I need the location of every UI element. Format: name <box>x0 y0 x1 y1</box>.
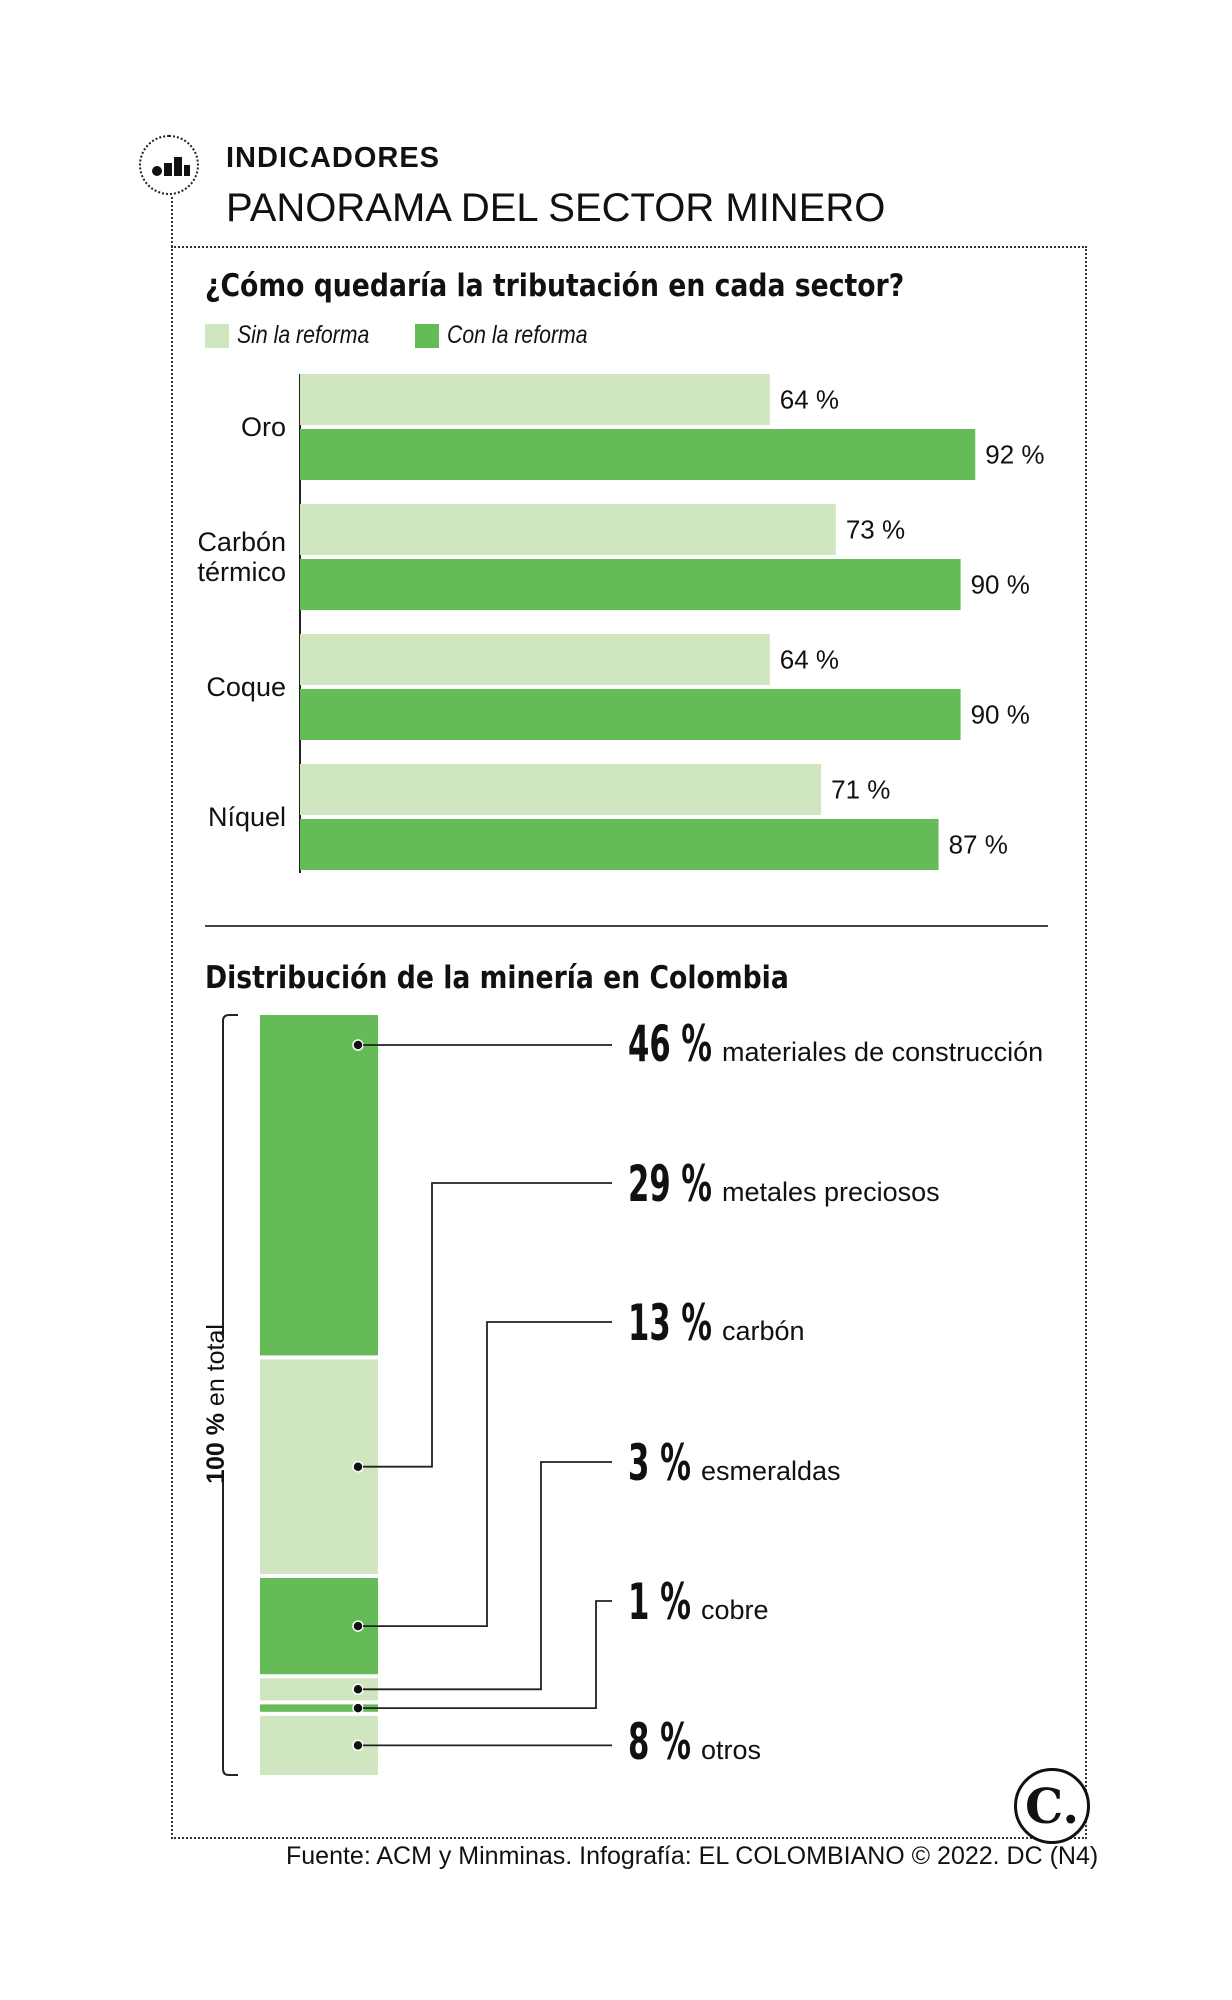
total-bracket <box>222 1014 238 1776</box>
segment-percent: 29 % <box>628 1155 712 1213</box>
total-label-rest: en total <box>202 1324 230 1413</box>
section-divider <box>205 925 1048 927</box>
category-label: Níquel <box>208 802 286 832</box>
legend-swatch-con-reforma <box>415 324 439 348</box>
content-frame <box>171 246 1087 1839</box>
frame-connector <box>171 197 173 247</box>
category-label: Oro <box>241 412 286 442</box>
category-label: Carbón <box>197 527 286 557</box>
chart2-title: Distribución de la minería en Colombia <box>205 960 789 996</box>
legend-label-sin-reforma: Sin la reforma <box>237 321 370 349</box>
page-title: PANORAMA DEL SECTOR MINERO <box>226 186 886 230</box>
segment-label: materiales de construcción <box>722 1037 1043 1067</box>
segment-label: otros <box>701 1735 761 1765</box>
segment-label: cobre <box>701 1595 769 1625</box>
segment-4 <box>260 1678 378 1701</box>
bar-coque-series-2 <box>300 689 961 740</box>
bar-value-label: 87 % <box>949 830 1008 860</box>
segment-percent: 46 % <box>628 1015 712 1073</box>
bar-carb-n-t-rmico-series-2 <box>300 559 961 610</box>
bar-n-quel-series-2 <box>300 819 939 870</box>
logo-letter: C. <box>1024 1779 1080 1835</box>
segment-percent: 3 % <box>628 1434 691 1492</box>
segment-label: esmeraldas <box>701 1456 841 1486</box>
category-label: térmico <box>197 557 286 587</box>
bar-chart-icon <box>139 135 199 195</box>
frame-top-border <box>171 246 1087 248</box>
legend-label-con-reforma: Con la reforma <box>447 321 588 349</box>
callout-line <box>363 1182 612 1468</box>
bar-n-quel-series-1 <box>300 764 822 815</box>
segment-5 <box>260 1704 378 1712</box>
bar-value-label: 90 % <box>971 700 1030 730</box>
segment-1 <box>260 1015 378 1356</box>
bar-value-label: 90 % <box>971 570 1030 600</box>
chart1-title: ¿Cómo quedaría la tributación en cada se… <box>205 268 905 304</box>
category-label: Coque <box>206 672 286 702</box>
el-colombiano-logo: C. <box>1014 1768 1090 1844</box>
bar-value-label: 64 % <box>780 385 839 415</box>
segment-dot <box>352 1460 364 1473</box>
segment-dot <box>352 1739 364 1752</box>
bar-value-label: 71 % <box>831 775 890 805</box>
bar-oro-series-2 <box>300 429 976 480</box>
bar-oro-series-1 <box>300 374 770 425</box>
legend-swatch-sin-reforma <box>205 324 229 348</box>
segment-percent: 13 % <box>628 1294 712 1352</box>
total-label: 100 % en total <box>202 1324 230 1484</box>
bar-value-label: 73 % <box>846 515 905 545</box>
callout-line <box>363 1461 612 1691</box>
header-kicker: INDICADORES <box>226 142 441 174</box>
source-footer: Fuente: ACM y Minminas. Infografía: EL C… <box>286 1842 1099 1870</box>
segment-dot <box>352 1702 364 1714</box>
segment-label: carbón <box>722 1316 805 1346</box>
segment-percent: 8 % <box>628 1713 691 1771</box>
segment-dot <box>352 1620 364 1632</box>
segment-dot <box>352 1039 364 1051</box>
segment-dot <box>352 1683 364 1696</box>
callout-line <box>363 1321 612 1627</box>
segment-label: metales preciosos <box>722 1177 940 1207</box>
bar-value-label: 64 % <box>780 645 839 675</box>
segment-percent: 1 % <box>628 1573 691 1631</box>
callout-line <box>363 1600 612 1709</box>
total-label-bold: 100 % <box>202 1413 230 1484</box>
bar-value-label: 92 % <box>985 440 1044 470</box>
bar-coque-series-1 <box>300 634 770 685</box>
bar-carb-n-t-rmico-series-1 <box>300 504 836 555</box>
